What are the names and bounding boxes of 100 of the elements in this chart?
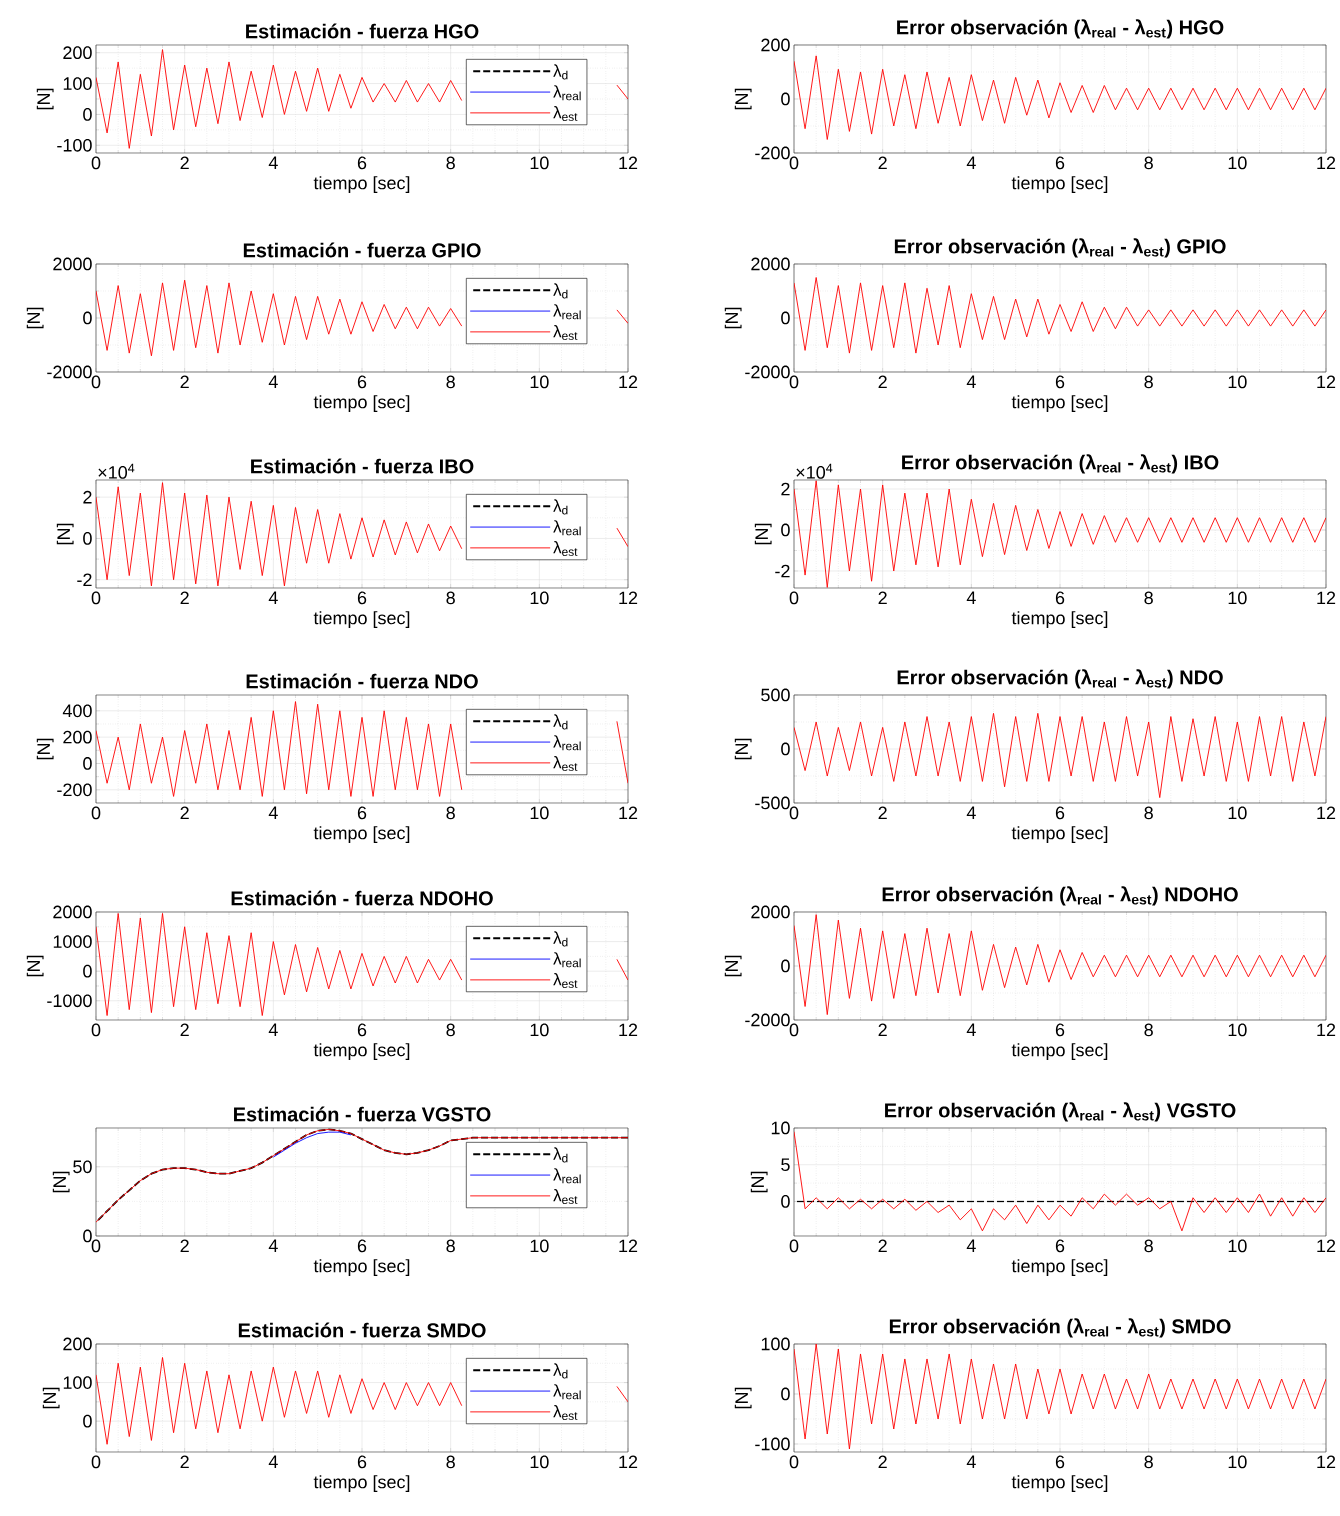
x-tick-label: 6 [357,806,367,820]
y-tick-label: 0 [83,108,92,121]
chart-title: Estimación - fuerza HGO [246,23,479,39]
x-tick-label: 8 [1144,156,1153,170]
x-tick-label: 10 [1228,1023,1247,1037]
y-tick-label: -200 [755,146,790,160]
legend-label: λ$_{d}$ [553,931,568,947]
x-tick-label: 6 [1055,156,1065,170]
y-tick-label: 0 [781,959,790,973]
y-tick-label: 5 [781,1158,790,1172]
x-tick-label: 4 [268,591,278,604]
legend-label: λ$_{real}$ [553,735,581,751]
legend-label: λ$_{est}$ [553,1404,578,1420]
x-tick-label: 6 [357,591,367,605]
y-tick-label: -200 [57,783,92,797]
x-axis-title: tiempo [sec] [1011,176,1108,193]
x-tick-label: 12 [1317,591,1336,605]
x-tick-label: 10 [1228,591,1247,605]
x-tick-label: 4 [966,1239,976,1252]
y-tick-label: 0 [83,1414,92,1428]
x-tick-label: 4 [966,375,976,388]
y-tick-label: 0 [83,1229,92,1243]
x-tick-label: 8 [446,156,455,170]
x-tick-label: 6 [1055,591,1065,605]
y-tick-label: 0 [83,532,92,545]
line-series [794,277,1326,354]
x-tick-label: 6 [1055,1023,1065,1037]
y-axis-title: [N] [52,1171,70,1193]
x-tick-label: 4 [268,375,278,388]
y-tick-label: 500 [761,688,790,702]
x-tick-label: 2 [180,591,189,605]
text: ×10$^{4}$ [98,463,135,479]
x-tick-label: 2 [878,591,887,605]
x-tick-label: 12 [1317,1239,1336,1253]
x-tick-label: 10 [1228,1239,1247,1253]
line-series [794,55,1326,140]
x-tick-label: 10 [530,1239,549,1253]
y-tick-label: 100 [63,1376,92,1389]
chart-title: Error observación (λ$_{real}$ - λ$_{est}$) HGO [897,19,1224,39]
x-tick-label: 4 [268,1239,278,1252]
y-tick-label: 200 [63,46,92,60]
chart-title: Estimación - fuerza NDOHO [231,890,493,906]
legend-label: λ$_{est}$ [553,972,578,988]
x-tick-label: 4 [268,156,278,169]
y-tick-label: 0 [781,311,790,325]
y-axis-title: [N] [56,523,74,545]
y-tick-label: -100 [57,138,92,152]
x-tick-label: 2 [180,1023,189,1037]
x-tick-label: 12 [619,591,638,605]
y-tick-label: -2 [775,564,790,578]
y-tick-label: 1000 [53,935,92,948]
x-tick-label: 8 [1144,1023,1153,1037]
chart-title: Estimación - fuerza VGSTO [234,1106,491,1122]
legend-label: λ$_{d}$ [553,64,568,80]
x-tick-label: 6 [357,375,367,389]
x-tick-label: 6 [1055,1455,1065,1469]
chart-title: Error observación (λ$_{real}$ - λ$_{est}$) SMDO [889,1318,1231,1338]
y-axis-title: [N] [26,955,44,977]
legend-label: λ$_{d}$ [553,283,568,299]
x-axis-title: tiempo [sec] [313,176,410,193]
x-axis-title: tiempo [sec] [1011,826,1108,843]
x-tick-label: 12 [619,1023,638,1037]
y-tick-label: -100 [755,1437,790,1451]
x-tick-label: 4 [268,1023,278,1036]
x-tick-label: 10 [1228,156,1247,170]
y-axis-title: [N] [724,307,742,329]
x-axis-title: tiempo [sec] [313,826,410,843]
y-tick-label: 0 [781,523,790,537]
chart-title: Estimación - fuerza SMDO [238,1322,486,1338]
line-series [794,914,1326,1016]
x-tick-label: 8 [446,375,455,389]
chart-title: Error observación (λ$_{real}$ - λ$_{est}$) IBO [902,454,1219,474]
y-axis-title: [N] [36,88,54,110]
x-tick-label: 8 [1144,591,1153,605]
x-tick-label: 12 [619,375,638,389]
legend-label: λ$_{d}$ [553,714,568,730]
y-tick-label: 0 [781,742,790,756]
x-tick-label: 8 [446,806,455,820]
x-tick-label: 2 [180,1455,189,1469]
y-tick-label: 2000 [53,905,92,919]
y-axis-title: [N] [734,1387,752,1409]
legend-label: λ$_{real}$ [553,952,581,968]
legend-label: λ$_{est}$ [553,324,578,340]
legend-label: λ$_{real}$ [553,85,581,101]
y-tick-label: 2000 [751,905,790,919]
y-tick-label: 2 [83,490,92,504]
chart-title: Error observación (λ$_{real}$ - λ$_{est}$) NDO [897,669,1223,689]
x-tick-label: 10 [1228,806,1247,820]
y-tick-label: 0 [781,1387,790,1401]
x-tick-label: 10 [530,591,549,605]
y-tick-label: 50 [73,1160,92,1174]
x-tick-label: 2 [878,156,887,170]
y-tick-label: 100 [761,1337,790,1351]
y-tick-label: 0 [83,311,92,325]
y-tick-label: 200 [63,1337,92,1351]
x-tick-label: 8 [446,1239,455,1253]
x-tick-label: 6 [357,1455,367,1469]
y-tick-label: 0 [83,757,92,770]
legend-label: λ$_{d}$ [553,1363,568,1379]
x-tick-label: 8 [1144,1239,1153,1253]
